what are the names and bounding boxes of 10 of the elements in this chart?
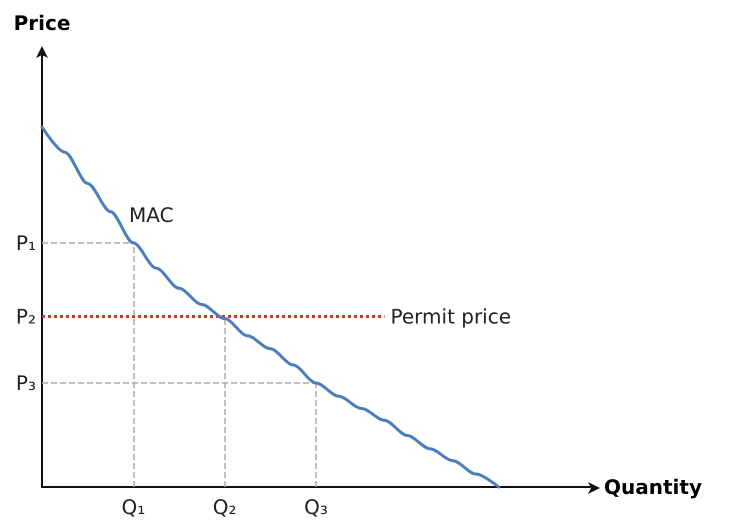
x-tick-label: Q₁: [121, 495, 146, 519]
y-axis-title: Price: [14, 11, 70, 35]
x-tick-label: Q₂: [212, 495, 237, 519]
ref-line-label: P₁: [16, 230, 36, 255]
series-label: MAC: [129, 202, 174, 227]
x-tick-label: Q₃: [304, 495, 328, 519]
ref-line-label: Permit price: [390, 304, 512, 329]
x-axis-title: Quantity: [604, 475, 702, 499]
text: P₂: [16, 304, 36, 329]
ref-line-label: P₃: [16, 370, 36, 395]
